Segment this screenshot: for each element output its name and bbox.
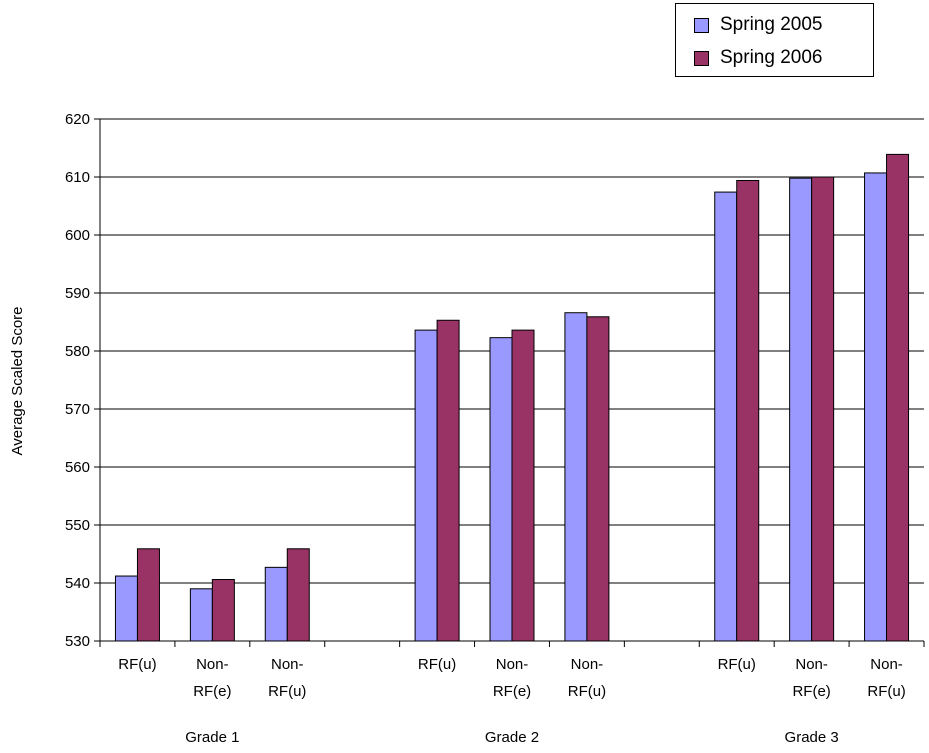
bar-spring-2005 (189, 588, 213, 642)
legend-swatch-spring-2005 (694, 17, 709, 33)
y-tick-label: 620 (65, 111, 90, 128)
x-category-label: RF(u) (418, 656, 456, 673)
bar-spring-2005 (414, 329, 438, 642)
legend-swatch-spring-2006 (694, 50, 709, 66)
bar-spring-2005 (114, 575, 138, 642)
bar-spring-2006 (886, 153, 910, 642)
y-tick-label: 530 (65, 633, 90, 650)
bar-spring-2005 (264, 566, 288, 642)
bar-spring-2006 (286, 548, 310, 642)
bar-spring-2006 (436, 319, 460, 642)
x-group-label: Grade 3 (785, 729, 839, 746)
legend-label-spring-2006: Spring 2006 (720, 47, 823, 68)
bar-spring-2006 (136, 548, 160, 642)
x-category-label: RF(u) (718, 656, 756, 673)
x-category-label-line2: RF(u) (268, 683, 306, 700)
bars (114, 153, 910, 642)
x-category-label: Non- (271, 656, 304, 673)
x-category-label-line2: RF(e) (792, 683, 830, 700)
bar-spring-2005 (864, 172, 888, 642)
x-category-label: Non- (571, 656, 604, 673)
x-category-label: Non- (196, 656, 229, 673)
x-group-label: Grade 2 (485, 729, 539, 746)
legend-item-spring-2005: Spring 2005 (694, 13, 822, 37)
y-tick-label: 550 (65, 517, 90, 534)
y-tick-label: 560 (65, 459, 90, 476)
y-tick-label: 580 (65, 343, 90, 360)
x-axis-labels: RF(u) Non- RF(e) Non- RF(u) Grade 1 RF(u) Non- R… (118, 656, 905, 746)
bar-spring-2006 (211, 579, 235, 642)
y-tick-label: 600 (65, 227, 90, 244)
bar-spring-2005 (489, 337, 513, 642)
bar-spring-2006 (511, 329, 535, 642)
y-axis-label: Average Scaled Score (9, 307, 26, 456)
legend-label-spring-2005: Spring 2005 (720, 14, 823, 35)
x-category-label-line2: RF(u) (867, 683, 905, 700)
x-category-label-line2: RF(e) (493, 683, 531, 700)
bar-spring-2005 (564, 312, 588, 642)
bar-spring-2005 (714, 191, 738, 642)
x-category-label: RF(u) (118, 656, 156, 673)
bar-spring-2006 (811, 176, 835, 642)
y-tick-label: 610 (65, 169, 90, 186)
bar-spring-2005 (789, 177, 813, 642)
x-category-label-line2: RF(e) (193, 683, 231, 700)
x-category-label: Non- (870, 656, 903, 673)
x-category-label: Non- (496, 656, 529, 673)
legend-item-spring-2006: Spring 2006 (694, 46, 822, 70)
axes (99, 119, 925, 647)
bar-spring-2006 (586, 316, 610, 642)
y-tick-label: 540 (65, 575, 90, 592)
x-group-label: Grade 1 (185, 729, 239, 746)
legend: Spring 2005 Spring 2006 (675, 3, 874, 77)
bar-spring-2006 (736, 179, 760, 642)
y-tick-label: 590 (65, 285, 90, 302)
x-category-label-line2: RF(u) (568, 683, 606, 700)
x-category-label: Non- (795, 656, 828, 673)
y-axis-ticks: 530 540 550 560 570 580 590 600 610 620 (65, 111, 100, 650)
y-tick-label: 570 (65, 401, 90, 418)
